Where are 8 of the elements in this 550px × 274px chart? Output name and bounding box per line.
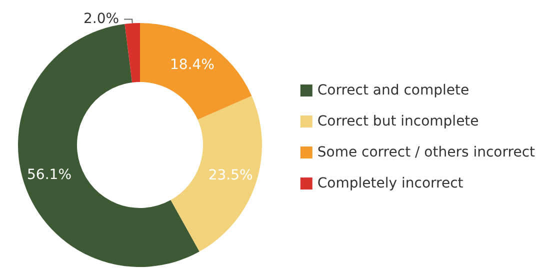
legend-label: Correct and complete [317,82,470,98]
legend-label: Correct but incomplete [317,114,479,130]
data-label: 56.1% [27,166,72,183]
legend-label: Some correct / others incorrect [317,144,536,160]
data-label: 2.0% [84,11,120,28]
data-label: 23.5% [208,167,253,184]
data-label: 18.4% [170,57,214,74]
legend-label: Completely incorrect [317,176,464,192]
